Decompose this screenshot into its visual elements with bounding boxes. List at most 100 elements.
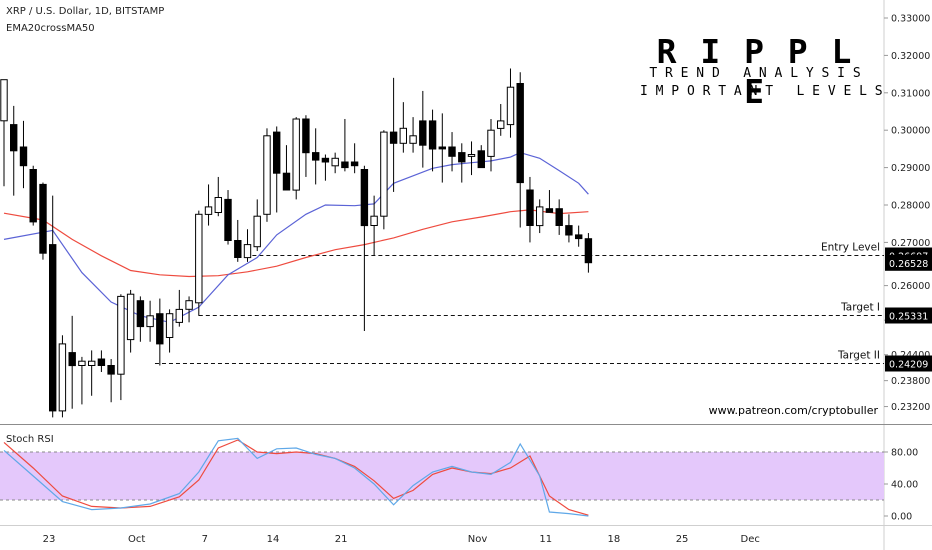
overlay-title: R I P P L E xyxy=(656,32,854,111)
candle-up xyxy=(487,129,495,157)
candle-down xyxy=(389,131,398,144)
candle-up xyxy=(214,197,223,213)
candle-down xyxy=(321,157,330,163)
stoch-axis-tick-label: 80.00 xyxy=(891,448,918,459)
candle-up xyxy=(146,315,154,328)
candle-up xyxy=(204,206,213,215)
price-level-name: Target II xyxy=(837,350,880,362)
time-axis-tick-label: 14 xyxy=(267,534,280,545)
stoch-axis-tick-label: 0.00 xyxy=(891,512,912,523)
candle-up xyxy=(165,313,174,339)
candle-up xyxy=(263,135,271,215)
price-axis-tick-label: 0.28000 xyxy=(891,201,930,212)
candle-down xyxy=(350,161,359,167)
candle-down xyxy=(224,198,232,241)
candle-down xyxy=(282,172,291,191)
candle-down xyxy=(360,169,369,227)
time-axis-tick-label: Nov xyxy=(468,534,488,545)
candle-up xyxy=(399,127,408,144)
candle-down xyxy=(312,152,320,161)
time-axis-tick-label: 25 xyxy=(676,534,689,545)
candle-down xyxy=(19,146,28,167)
candle-up xyxy=(331,157,339,167)
candle-down xyxy=(234,240,242,258)
price-axis-tick-label: 0.26000 xyxy=(891,281,930,292)
candle-down xyxy=(545,208,554,213)
candle-up xyxy=(253,215,261,248)
candle-up xyxy=(506,86,515,126)
candle-up xyxy=(0,79,8,122)
candle-up xyxy=(380,131,388,217)
candle-down xyxy=(419,120,427,146)
candle-up xyxy=(409,135,417,144)
time-axis-tick-label: 7 xyxy=(202,534,208,545)
candle-down xyxy=(136,300,145,328)
price-axis-tick-label: 0.32000 xyxy=(891,51,930,62)
last-price-label-box xyxy=(885,254,932,271)
candle-up xyxy=(370,215,378,226)
candle-down xyxy=(29,169,37,223)
candle-down xyxy=(49,244,57,412)
last-price-label: 0.26528 xyxy=(889,259,928,270)
candle-down xyxy=(458,152,466,163)
price-level-label-box xyxy=(885,355,932,372)
indicator-name: EMA20crossMA50 xyxy=(6,23,95,34)
price-axis-tick-label: 0.30000 xyxy=(891,126,930,137)
candle-up xyxy=(58,343,67,412)
time-axis-tick-label: Oct xyxy=(128,534,145,545)
candle-down xyxy=(526,189,534,226)
stoch-k-line xyxy=(3,437,589,517)
ma50-line xyxy=(3,209,589,278)
candle-down xyxy=(438,146,447,150)
candle-down xyxy=(341,161,349,169)
candle-up xyxy=(185,300,193,310)
candle-down xyxy=(68,352,76,367)
time-axis-tick-label: 23 xyxy=(43,534,56,545)
candle-up xyxy=(195,213,203,304)
candle-down xyxy=(10,124,18,152)
candle-up xyxy=(126,293,135,341)
candle-up xyxy=(536,206,544,227)
candle-down xyxy=(575,234,583,240)
stoch-axis-tick-label: 40.00 xyxy=(891,480,918,491)
candle-down xyxy=(555,208,563,226)
price-axis-tick-label: 0.23800 xyxy=(891,376,930,387)
candle-up xyxy=(467,154,476,157)
stoch-rsi-title: Stoch RSI xyxy=(6,434,54,445)
time-axis-tick-label: 11 xyxy=(539,534,552,545)
candle-down xyxy=(156,313,164,345)
symbol-title: XRP / U.S. Dollar, 1D, BITSTAMP xyxy=(6,6,165,17)
stoch-rsi-band xyxy=(0,452,884,500)
candle-down xyxy=(516,83,524,184)
candle-down xyxy=(584,238,593,264)
overlay-subtitle-trend: T R E N D A N A L Y S I S xyxy=(649,66,861,81)
candle-down xyxy=(477,150,486,169)
price-axis-tick-label: 0.27000 xyxy=(891,238,930,249)
candle-up xyxy=(292,118,300,191)
price-level-label: 0.25331 xyxy=(889,312,928,323)
overlay-subtitle-levels: I M P O R T A N T L E V E L S xyxy=(640,84,883,99)
candle-up xyxy=(78,360,86,367)
candle-up xyxy=(175,308,184,323)
price-level-label-box xyxy=(885,307,932,324)
candle-down xyxy=(448,146,456,157)
candle-up xyxy=(117,295,125,375)
candle-down xyxy=(302,118,310,154)
candle-down xyxy=(107,365,115,375)
candle-up xyxy=(243,244,252,259)
candle-down xyxy=(273,131,281,174)
price-level-name: Target I xyxy=(840,302,880,314)
website-watermark: www.patreon.com/cryptobuller xyxy=(708,404,878,417)
time-axis-tick-label: Dec xyxy=(741,534,760,545)
price-axis-tick-label: 0.23200 xyxy=(891,402,930,413)
time-axis-tick-label: 18 xyxy=(608,534,621,545)
price-axis-tick-label: 0.33000 xyxy=(891,14,930,25)
price-level-label: 0.24209 xyxy=(889,360,928,371)
price-axis-tick-label: 0.29000 xyxy=(891,163,930,174)
candle-down xyxy=(428,120,437,150)
candle-up xyxy=(497,120,505,129)
price-axis-tick-label: 0.31000 xyxy=(891,88,930,99)
price-level-name: Entry Level xyxy=(821,242,880,254)
